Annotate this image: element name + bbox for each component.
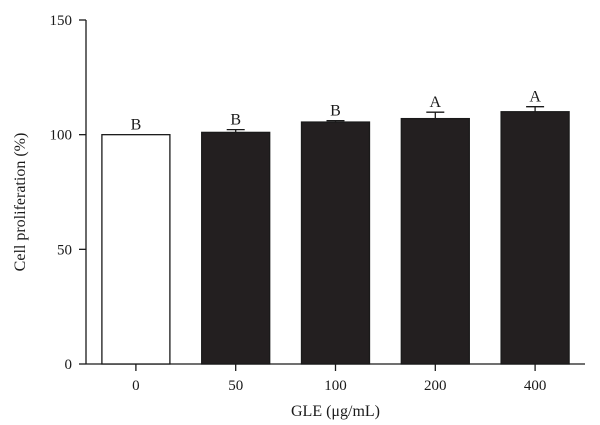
x-tick-label: 400 <box>524 378 547 394</box>
significance-letter: A <box>430 94 442 111</box>
significance-letter: B <box>330 103 341 120</box>
y-tick-label: 50 <box>57 242 72 258</box>
y-ticks: 0 50 100 150 <box>50 13 86 373</box>
x-tick-label: 50 <box>228 378 243 394</box>
y-tick-label: 100 <box>50 128 73 144</box>
bar <box>300 121 371 365</box>
significance-letter: B <box>131 117 142 134</box>
bars: B B B A A <box>101 89 570 365</box>
x-axis-label: GLE (μg/mL) <box>291 403 380 420</box>
y-tick-label: 150 <box>50 13 73 29</box>
x-tick-label: 0 <box>132 378 140 394</box>
y-tick-label: 0 <box>65 357 73 373</box>
significance-letter: B <box>230 112 241 129</box>
y-axis-label: Cell proliferation (%) <box>12 133 29 272</box>
x-tick-label: 200 <box>424 378 447 394</box>
x-ticks: 0 50 100 200 400 <box>132 364 546 394</box>
bar <box>400 117 470 365</box>
bar <box>101 134 171 365</box>
significance-letter: A <box>529 89 541 106</box>
bar <box>201 131 271 365</box>
bar <box>500 111 570 365</box>
x-tick-label: 100 <box>324 378 347 394</box>
